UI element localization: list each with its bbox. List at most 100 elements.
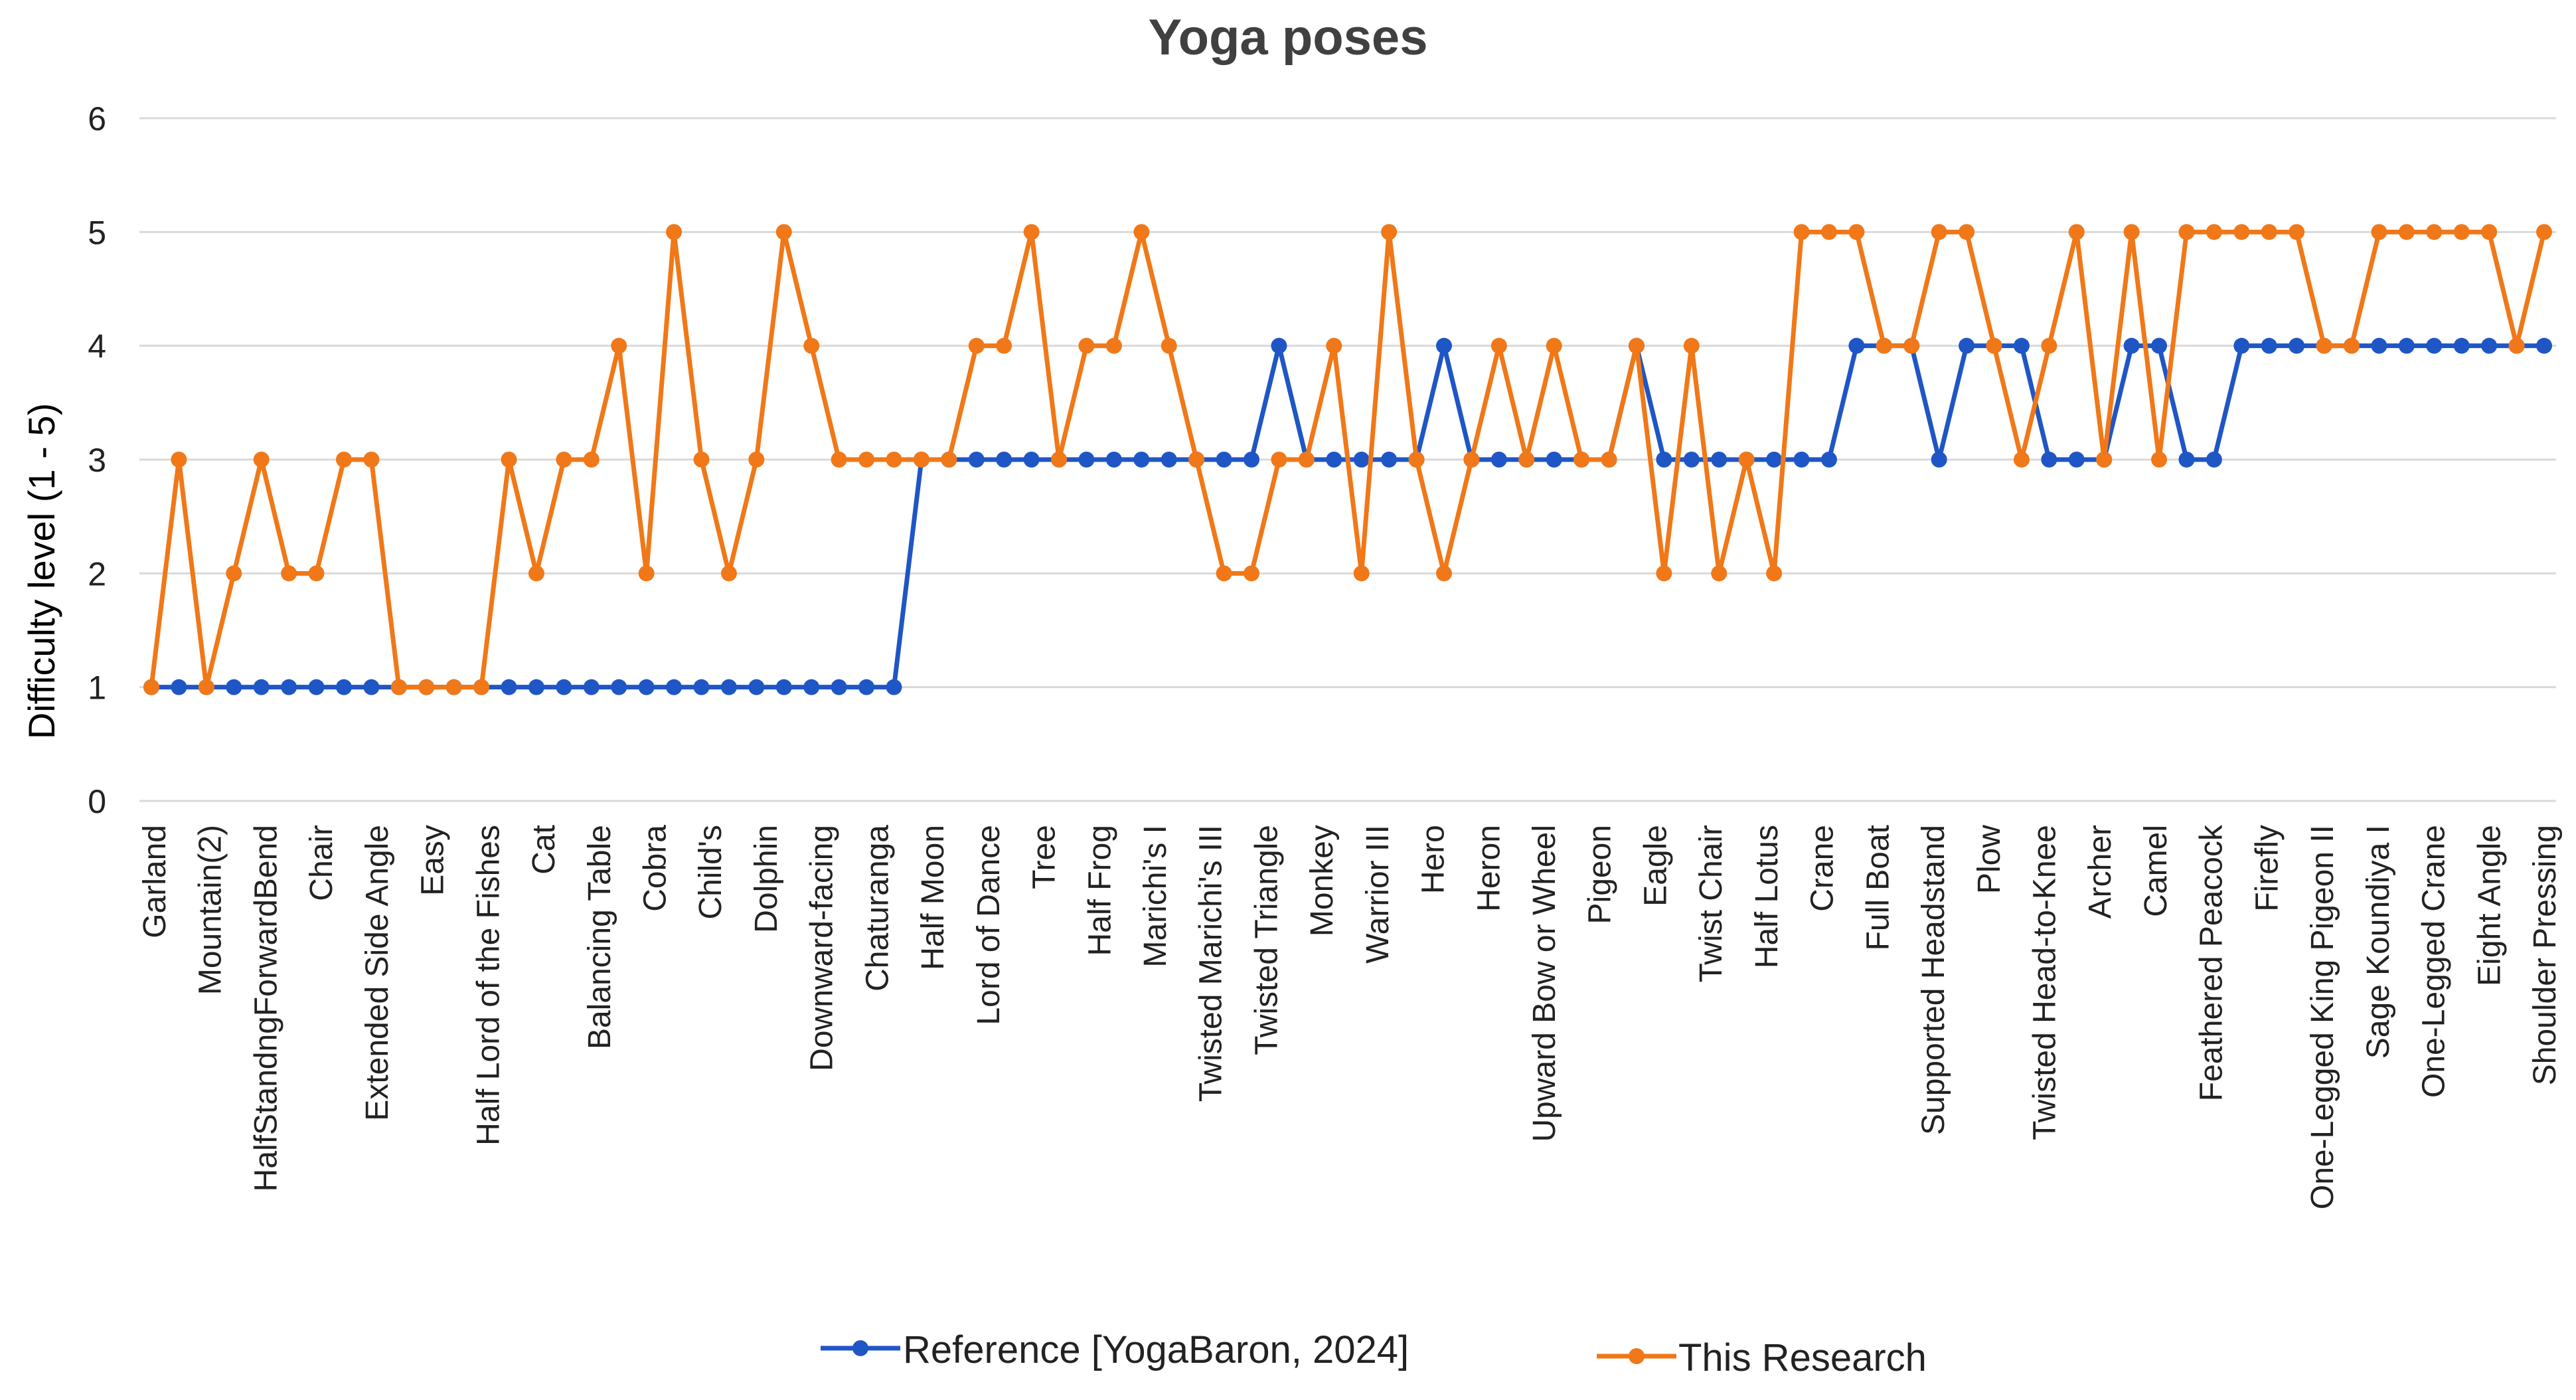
data-point	[1766, 452, 1783, 468]
data-point	[1986, 337, 2002, 354]
x-tick-label: Hero	[1416, 825, 1451, 894]
data-point	[1105, 452, 1122, 468]
x-tick-label: Marichi's I	[1138, 825, 1173, 968]
data-point	[1766, 565, 1783, 582]
x-tick-label: One-Legged King Pigeon II	[2305, 825, 2340, 1209]
data-point	[831, 679, 847, 695]
data-point	[2398, 224, 2415, 240]
legend-label: Reference [YogaBaron, 2024]	[903, 1328, 1409, 1371]
data-point	[2426, 224, 2443, 240]
data-point	[2233, 337, 2250, 354]
data-point	[611, 679, 627, 695]
data-point	[2068, 224, 2085, 240]
x-tick-label: Twisted Marichi's III	[1194, 825, 1229, 1102]
data-point	[941, 452, 957, 468]
data-point	[2206, 224, 2222, 240]
data-point	[143, 679, 159, 695]
x-tick-label: Half Lord of the Fishes	[471, 825, 506, 1146]
data-point	[748, 679, 765, 695]
data-point	[226, 679, 242, 695]
data-point	[253, 452, 270, 468]
data-point	[1078, 452, 1095, 468]
data-point	[1931, 452, 1947, 468]
data-point	[638, 679, 655, 695]
data-point	[1023, 452, 1040, 468]
series-line	[149, 229, 2547, 690]
data-point	[1435, 337, 1452, 354]
x-tick-label: Crane	[1805, 825, 1840, 912]
x-tick-label: Sage Koundiya I	[2361, 825, 2396, 1059]
x-tick-label: Easy	[416, 825, 451, 896]
series-group	[143, 224, 2552, 695]
data-point	[1628, 337, 1645, 354]
data-point	[1244, 565, 1260, 582]
x-tick-label: Feathered Peacock	[2194, 824, 2229, 1101]
data-point	[308, 565, 325, 582]
data-point	[2536, 337, 2552, 354]
data-point	[1353, 565, 1370, 582]
data-point	[1903, 337, 1920, 354]
chart-title: Yoga poses	[1149, 9, 1428, 66]
y-tick-label: 5	[88, 214, 106, 251]
data-point	[886, 452, 902, 468]
x-tick-label: Half Moon	[916, 825, 951, 970]
x-tick-label: Plow	[1972, 825, 2007, 894]
data-point	[2178, 224, 2195, 240]
x-tick-label: Supported Headstand	[1916, 825, 1951, 1135]
data-point	[1848, 224, 1865, 240]
data-point	[1683, 337, 1700, 354]
data-point	[308, 679, 325, 695]
data-point	[281, 565, 297, 582]
legend-label: This Research	[1678, 1336, 1927, 1379]
x-tick-label: Full Boat	[1860, 825, 1895, 950]
x-tick-label: Twist Chair	[1694, 825, 1729, 982]
data-point	[2041, 337, 2057, 354]
data-point	[1381, 224, 1398, 240]
data-point	[2508, 337, 2525, 354]
data-point	[968, 452, 985, 468]
data-point	[171, 452, 187, 468]
data-point	[2371, 224, 2387, 240]
data-point	[1023, 224, 1040, 240]
data-point	[556, 679, 572, 695]
x-tick-label: Twisted Head-to-Knee	[2028, 825, 2063, 1140]
data-point	[1959, 337, 1975, 354]
data-point	[2151, 337, 2168, 354]
data-point	[528, 679, 544, 695]
data-point	[2123, 224, 2140, 240]
data-point	[1656, 452, 1672, 468]
data-point	[1381, 452, 1398, 468]
data-point	[556, 452, 572, 468]
data-point	[1820, 224, 1837, 240]
data-point	[1959, 224, 1975, 240]
x-tick-label: Eagle	[1638, 825, 1673, 907]
data-point	[253, 679, 270, 695]
x-tick-label: Twisted Triangle	[1249, 825, 1284, 1055]
y-tick-label: 3	[88, 442, 106, 479]
legend-item: This Research	[1597, 1336, 1927, 1379]
data-point	[1271, 337, 1287, 354]
data-point	[1656, 565, 1672, 582]
data-point	[968, 337, 985, 354]
x-tick-label: Upward Bow or Wheel	[1527, 825, 1562, 1142]
data-point	[1490, 452, 1507, 468]
data-point	[1161, 337, 1177, 354]
data-point	[2123, 337, 2140, 354]
x-tick-label: Pigeon	[1583, 825, 1618, 924]
data-point	[831, 452, 847, 468]
data-point	[996, 452, 1012, 468]
x-tick-label: Downward-facing	[805, 825, 840, 1071]
data-point	[226, 565, 242, 582]
data-point	[638, 565, 655, 582]
data-point	[501, 679, 517, 695]
data-point	[335, 452, 352, 468]
data-point	[2013, 337, 2030, 354]
data-point	[1435, 565, 1452, 582]
x-tick-label: HalfStandngForwardBend	[248, 825, 283, 1191]
x-tick-label: Firefly	[2249, 825, 2285, 912]
data-point	[693, 452, 710, 468]
legend-swatch-marker	[852, 1340, 868, 1356]
x-tick-label: Warrior III	[1360, 825, 1396, 964]
data-point	[2344, 337, 2360, 354]
data-point	[198, 679, 214, 695]
